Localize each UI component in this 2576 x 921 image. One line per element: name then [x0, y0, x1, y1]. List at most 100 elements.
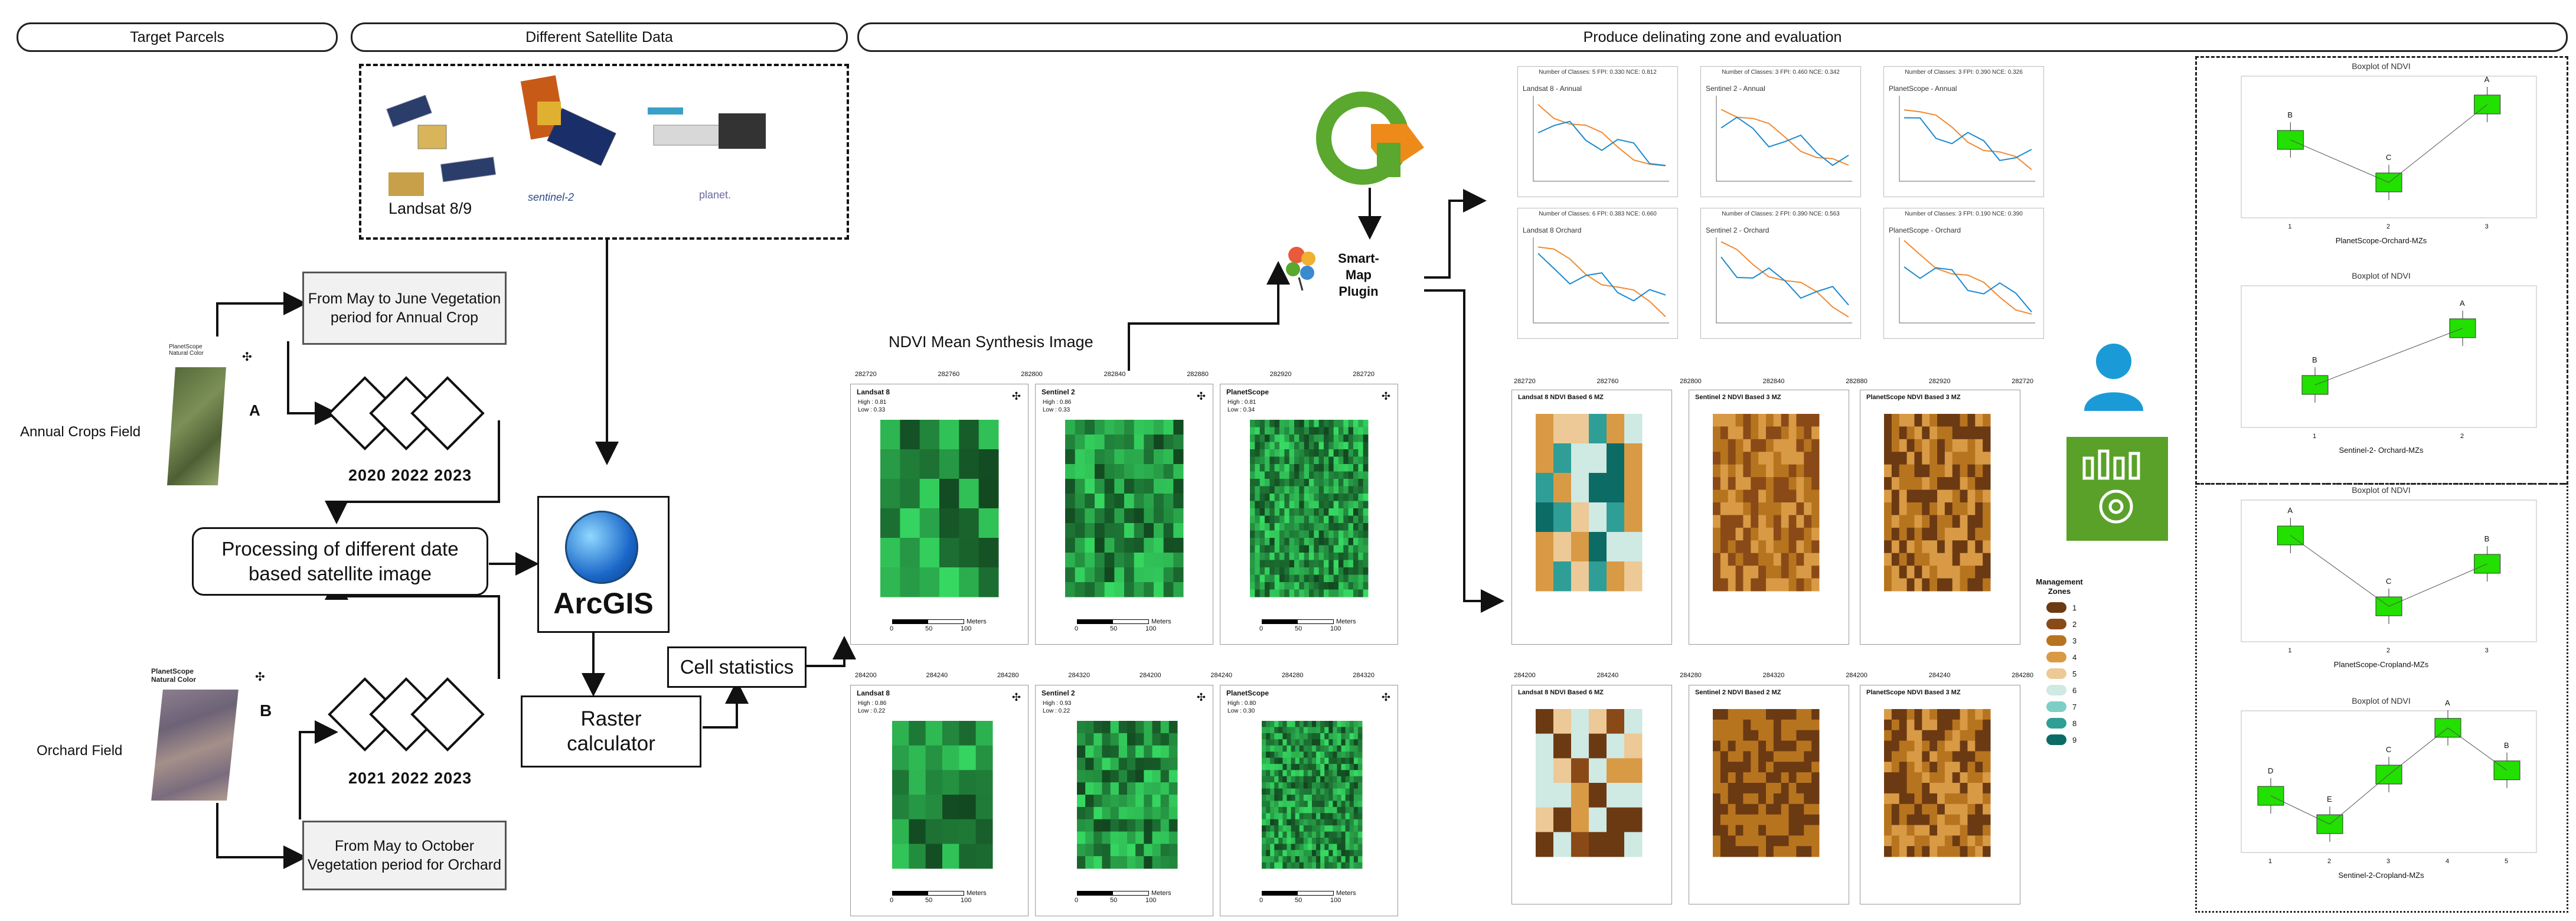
classes-chart: Number of Classes: 3 FPI: 0.190 NCE: 0.3… [1883, 208, 2044, 339]
planet-logo-label: planet. [699, 189, 732, 201]
ndvi-panel: Sentinel 2 High : 0.86 Low : 0.33 ✣ 0 50 100 Me… [1035, 384, 1213, 645]
classes-chart: Number of Classes: 3 FPI: 0.460 NCE: 0.3… [1700, 66, 1861, 197]
mz-legend-swatch [2046, 718, 2066, 729]
boxplot-letter: B [2504, 740, 2509, 750]
boxplot-letter: A [2484, 75, 2490, 84]
annual-field-label: Annual Crops Field [20, 424, 141, 440]
boxplot-title: Boxplot of NDVI [2352, 61, 2411, 71]
classes-chart-header: Number of Classes: 6 FPI: 0.383 NCE: 0.6… [1539, 211, 1657, 217]
boxplot-x-tick: 3 [2484, 647, 2489, 654]
landsat-satellite-icon [386, 94, 497, 196]
boxplot-x-tick: 3 [2484, 223, 2489, 230]
meters-label: Meters [1151, 618, 1171, 625]
satellite-data-box: Landsat 8/9 sentinel-2 planet. [359, 64, 849, 240]
mz-map-panel: Landsat 8 NDVI Based 6 MZ [1511, 390, 1672, 645]
meters-label: Meters [967, 890, 987, 897]
mz-legend-swatch [2046, 701, 2066, 712]
arcgis-box: ArcGIS [537, 496, 670, 633]
x-tick: 282880 [1846, 378, 1867, 385]
mz-map-title: Landsat 8 NDVI Based 6 MZ [1518, 394, 1604, 401]
scale-label: 100 [1145, 897, 1157, 904]
mz-legend-item: 3 [2046, 635, 2077, 646]
mz-legend-item: 4 [2046, 652, 2077, 662]
boxplot-x-tick: 2 [2386, 647, 2391, 654]
ndvi-raster [1250, 420, 1369, 597]
ndvi-high-label: High : 0.80 [1227, 700, 1256, 707]
ndvi-title: NDVI Mean Synthesis Image [889, 333, 1093, 351]
mz-map-panel: PlanetScope NDVI Based 3 MZ [1860, 685, 2020, 904]
globe-icon [565, 511, 638, 584]
mz-legend-swatch [2046, 734, 2066, 745]
scale-label: 0 [890, 897, 894, 904]
scale-label: 50 [1110, 897, 1118, 904]
boxplot-chart: Boxplot of NDVI B C A 1 2 3 PlanetScope-Orchard… [2200, 59, 2562, 266]
mz-raster [1536, 414, 1643, 592]
mz-legend-label: 8 [2072, 718, 2077, 728]
ndvi-panel: Landsat 8 High : 0.81 Low : 0.33 ✣ 0 50 100 Met… [850, 384, 1029, 645]
mz-top-x-axis: 282720 282760 282800 282840 282880 28292… [1514, 378, 2033, 385]
ndvi-low-label: Low : 0.22 [858, 708, 886, 714]
north-arrow-icon: ✣ [1381, 691, 1390, 703]
scale-label: 50 [925, 625, 933, 632]
ndvi-raster [892, 721, 993, 869]
north-arrow-icon: ✣ [1011, 390, 1021, 402]
boxplot-x-tick: 1 [2288, 223, 2292, 230]
ndvi-panel-legend: High : 0.80 Low : 0.30 [1227, 700, 1256, 715]
ndvi-top-x-axis: 282720 282760 282800 282840 282880 28292… [855, 371, 1374, 378]
ndvi-panel-title: Landsat 8 [857, 689, 890, 697]
smart-map-plugin: Smart-Map Plugin [1281, 239, 1429, 299]
landsat-label: Landsat 8/9 [388, 200, 472, 217]
x-tick: 284240 [1928, 672, 1951, 679]
mz-map-title: Landsat 8 NDVI Based 6 MZ [1518, 689, 1604, 696]
x-tick: 282840 [1103, 371, 1126, 378]
scale-label: 0 [1075, 897, 1079, 904]
mz-raster [1536, 709, 1643, 857]
mz-legend-swatch [2046, 602, 2066, 613]
boxplot-letter: C [2386, 153, 2392, 162]
scale-label: 100 [961, 625, 972, 632]
classes-chart: Number of Classes: 5 FPI: 0.330 NCE: 0.8… [1517, 66, 1678, 197]
boxplot-title: Boxplot of NDVI [2352, 485, 2411, 495]
mz-legend-label: 1 [2072, 603, 2077, 612]
ndvi-panel: Sentinel 2 High : 0.93 Low : 0.22 ✣ 0 50 100 Me… [1035, 685, 1213, 916]
classes-chart-title: Sentinel 2 - Orchard [1706, 226, 1769, 234]
ndvi-panel-legend: High : 0.86 Low : 0.33 [1043, 399, 1071, 414]
boxplot-letter: E [2327, 795, 2332, 804]
mz-legend-label: 4 [2072, 652, 2077, 662]
cell-statistics-text: Cell statistics [680, 656, 794, 678]
planet-satellite-icon [648, 107, 766, 149]
boxplot-letter: A [2287, 506, 2293, 515]
classes-chart-plot [1716, 237, 1852, 324]
orchard-field-label: Orchard Field [37, 743, 123, 759]
mz-legend-item: 7 [2046, 701, 2077, 712]
classes-chart-plot [1899, 96, 2035, 182]
orchard-satellite-image [151, 690, 239, 801]
north-arrow-icon: ✣ [1381, 390, 1390, 402]
boxplot-x-tick: 1 [2313, 433, 2317, 440]
scale-label: 100 [1145, 625, 1157, 632]
boxplots-cropland-frame [2195, 483, 2568, 913]
classes-chart-title: PlanetScope - Annual [1889, 84, 1957, 93]
ndvi-low-label: Low : 0.34 [1227, 407, 1255, 413]
boxplot-letter: A [2460, 299, 2465, 308]
x-tick: 284280 [997, 672, 1019, 679]
ndvi-raster [1262, 721, 1363, 869]
scale-bar: 0 50 100 Meters [1075, 890, 1189, 907]
x-tick: 284320 [1762, 672, 1785, 679]
analytics-gear-icon [2066, 437, 2168, 541]
ndvi-panel-legend: High : 0.81 Low : 0.34 [1227, 399, 1256, 414]
x-tick: 284320 [1353, 672, 1374, 679]
scale-label: 0 [890, 625, 894, 632]
map-a-caption: PlanetScope Natural Color [169, 344, 204, 357]
ndvi-panel: PlanetScope High : 0.80 Low : 0.30 ✣ 0 50 100 M… [1220, 685, 1398, 916]
x-tick: 284200 [1139, 672, 1161, 679]
orchard-years-label: 2021 2022 2023 [348, 769, 472, 787]
ndvi-panel-title: PlanetScope [1226, 689, 1269, 697]
boxplot-x-tick: 2 [2460, 433, 2464, 440]
mz-map-panel: Sentinel 2 NDVI Based 2 MZ [1689, 685, 1849, 904]
x-tick: 282840 [1762, 378, 1785, 385]
meters-label: Meters [967, 618, 987, 625]
scale-label: 50 [1295, 625, 1302, 632]
mz-map-title: Sentinel 2 NDVI Based 3 MZ [1695, 394, 1781, 401]
meters-label: Meters [1151, 890, 1171, 897]
